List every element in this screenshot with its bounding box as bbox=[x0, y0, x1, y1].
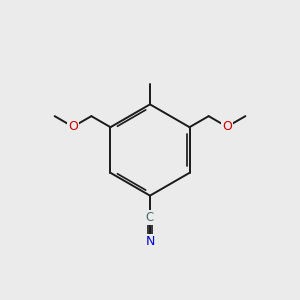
Text: O: O bbox=[68, 120, 78, 133]
Text: N: N bbox=[145, 236, 155, 248]
Text: O: O bbox=[222, 120, 232, 133]
Text: C: C bbox=[146, 211, 154, 224]
